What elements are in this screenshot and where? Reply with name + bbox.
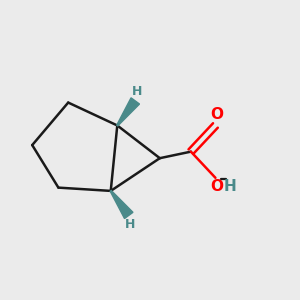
Text: H: H — [224, 179, 236, 194]
Polygon shape — [110, 190, 133, 218]
Polygon shape — [117, 98, 140, 126]
Text: O: O — [211, 106, 224, 122]
Text: H: H — [125, 218, 136, 231]
Text: H: H — [132, 85, 142, 98]
Text: O: O — [211, 179, 224, 194]
